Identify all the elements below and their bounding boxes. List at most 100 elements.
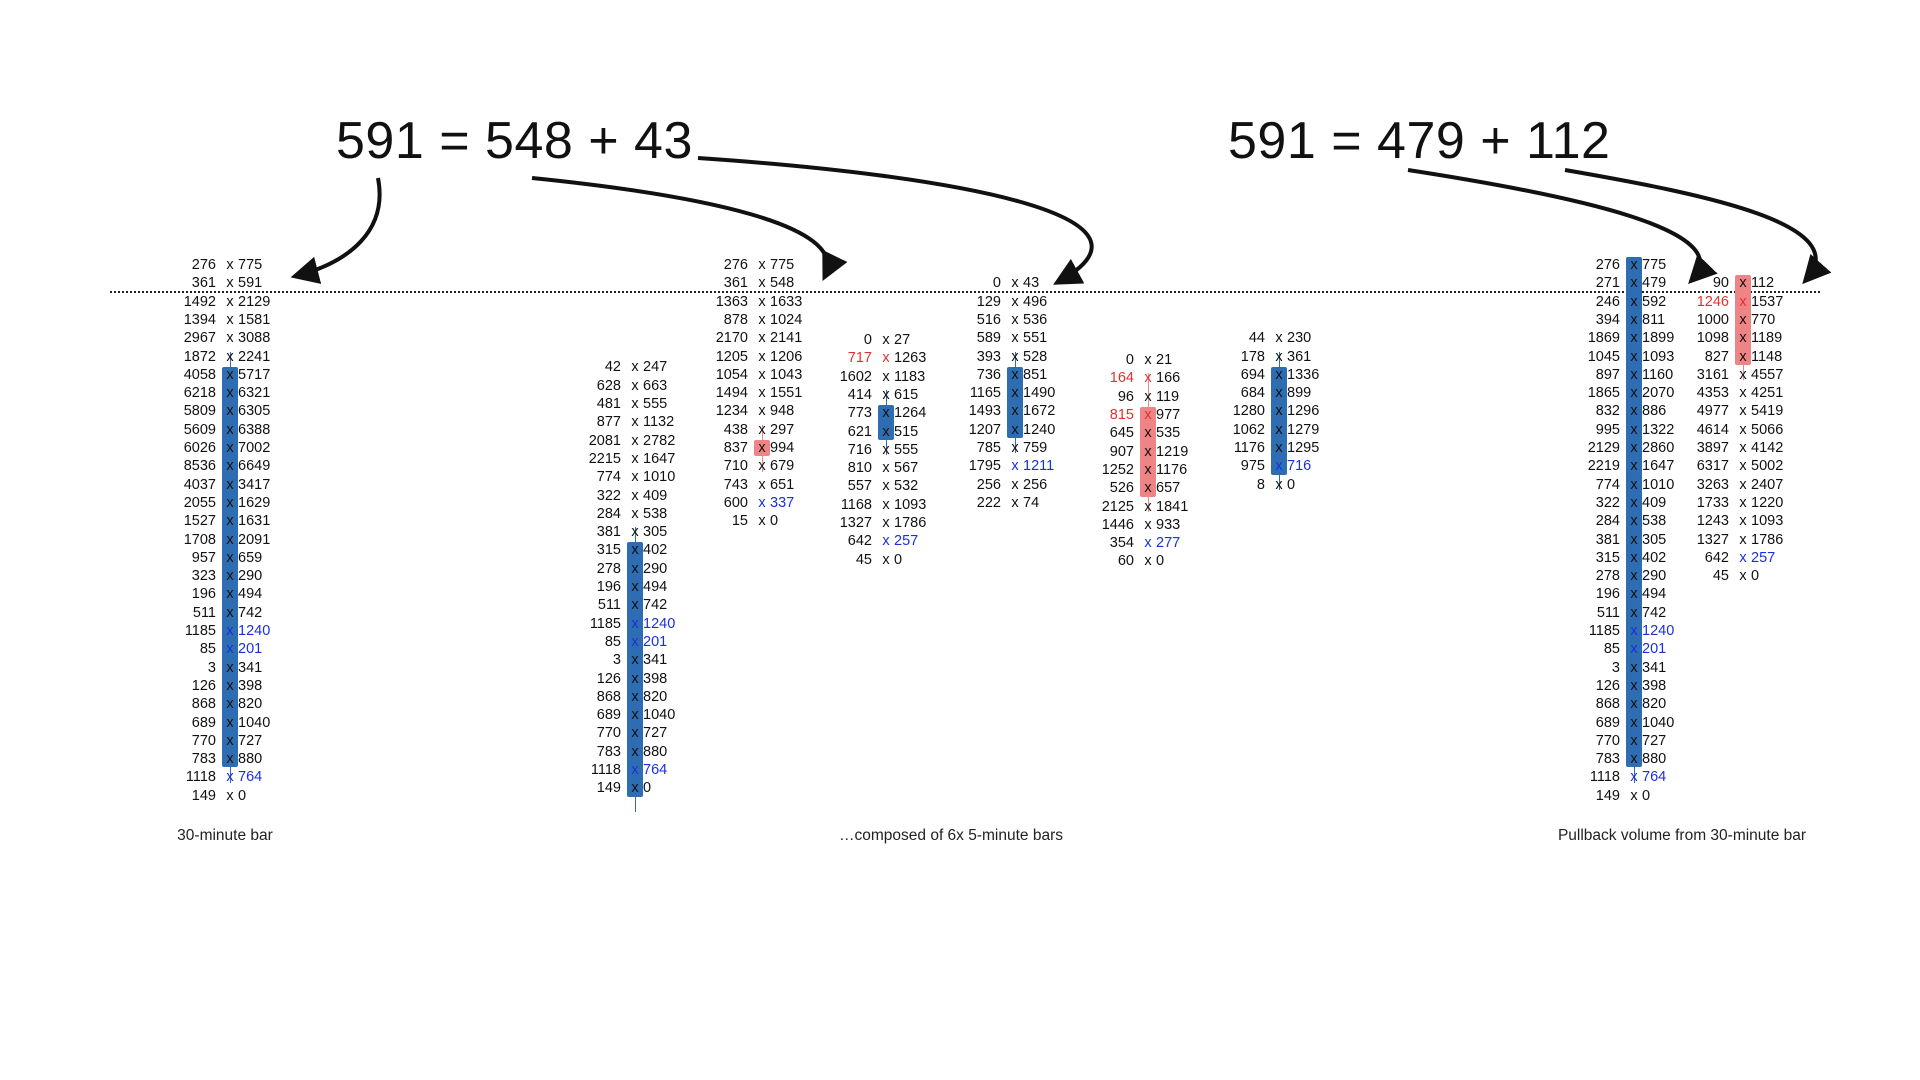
ask-volume: 21 [1156, 352, 1173, 369]
separator-x: x [758, 513, 766, 530]
price-level-row: 1869 x 1899 [1564, 329, 1704, 347]
ask-volume: 1295 [1287, 440, 1320, 456]
separator-x: x [1011, 385, 1019, 402]
bid-volume: 44 [1248, 330, 1265, 347]
price-level-row: 126 x 398 [160, 677, 300, 695]
separator-x: x [1630, 403, 1638, 420]
ask-volume: 1040 [643, 707, 676, 724]
price-level-row: 511 x 742 [565, 596, 705, 614]
bid-volume: 827 [1704, 348, 1729, 365]
price-level-row: 694 x 1336 [1209, 366, 1349, 384]
ask-volume: 112 [1751, 275, 1775, 292]
price-level-row: 85 x 201 [565, 633, 705, 651]
ask-volume: 43 [1023, 275, 1040, 292]
price-level-row: 60 x 0 [1078, 552, 1218, 570]
price-level-row: 1234 x 948 [692, 402, 832, 420]
ask-volume: 764 [1642, 769, 1667, 786]
separator-x: x [1739, 494, 1747, 511]
ask-volume: 555 [643, 396, 668, 413]
bid-volume: 1098 [1696, 330, 1729, 347]
ask-volume: 290 [643, 560, 668, 577]
price-level-row: 1176 x 1295 [1209, 439, 1349, 457]
separator-x: x [226, 568, 234, 585]
price-level-row: 1246 x 1537 [1673, 293, 1813, 311]
separator-x: x [758, 476, 766, 493]
separator-x: x [1630, 440, 1638, 456]
ask-volume: 1841 [1156, 498, 1189, 515]
bid-volume: 6218 [183, 385, 216, 402]
separator-x: x [631, 780, 639, 797]
price-level-row: 361 x 591 [160, 274, 300, 292]
ask-volume: 933 [1156, 516, 1181, 533]
bid-volume: 3263 [1696, 476, 1729, 493]
ask-volume: 994 [770, 440, 795, 456]
bid-volume: 394 [1595, 311, 1620, 328]
ask-volume: 1240 [238, 623, 271, 639]
price-level-row: 1045 x 1093 [1564, 348, 1704, 366]
price-level-row: 354 x 277 [1078, 534, 1218, 552]
separator-x: x [758, 440, 766, 456]
bid-volume: 1327 [1696, 531, 1729, 548]
price-level-row: 1185 x 1240 [160, 622, 300, 640]
bid-volume: 1708 [183, 531, 216, 548]
separator-x: x [226, 275, 234, 292]
bid-volume: 1185 [1588, 623, 1620, 639]
price-level-row: 783 x 880 [565, 743, 705, 761]
bid-volume: 271 [1595, 275, 1620, 292]
price-level-row: 1054 x 1043 [692, 366, 832, 384]
separator-x: x [1011, 293, 1019, 310]
price-level-row: 315 x 402 [1564, 549, 1704, 567]
separator-x: x [1630, 458, 1638, 475]
ask-volume: 764 [643, 762, 668, 779]
price-level-row: 868 x 820 [160, 695, 300, 713]
ask-volume: 257 [894, 533, 919, 550]
ask-volume: 2241 [238, 348, 271, 365]
separator-x: x [1630, 751, 1638, 768]
separator-x: x [226, 458, 234, 475]
separator-x: x [1630, 257, 1638, 273]
bid-volume: 774 [596, 469, 621, 486]
price-level-row: 516 x 536 [945, 311, 1085, 329]
ask-volume: 6321 [238, 385, 271, 402]
separator-x: x [1011, 403, 1019, 420]
price-level-row: 0 x 21 [1078, 351, 1218, 369]
price-level-row: 773 x 1264 [816, 404, 956, 422]
ask-volume: 1551 [770, 385, 803, 402]
price-level-row: 717 x 1263 [816, 349, 956, 367]
ask-volume: 1786 [894, 515, 927, 532]
bid-volume: 689 [191, 714, 216, 731]
separator-x: x [758, 385, 766, 402]
separator-x: x [226, 659, 234, 676]
bid-volume: 774 [1595, 476, 1620, 493]
ask-volume: 398 [238, 677, 263, 694]
bid-volume: 710 [723, 458, 748, 475]
ask-volume: 1672 [1023, 403, 1056, 420]
price-level-row: 4058 x 5717 [160, 366, 300, 384]
price-level-row: 1205 x 1206 [692, 348, 832, 366]
ask-volume: 659 [238, 549, 263, 566]
bid-volume: 276 [1595, 257, 1620, 273]
separator-x: x [1144, 425, 1152, 442]
candle-body-blue [222, 366, 238, 768]
bid-volume: 1185 [589, 615, 621, 632]
bid-volume: 196 [596, 579, 621, 596]
ask-volume: 528 [1023, 348, 1048, 365]
ask-volume: 1490 [1023, 385, 1056, 402]
separator-x: x [1630, 604, 1638, 621]
ask-volume: 1631 [238, 513, 271, 530]
ask-volume: 119 [1156, 388, 1180, 405]
bid-volume: 2170 [715, 330, 748, 347]
ask-volume: 1296 [1287, 403, 1320, 420]
ask-volume: 5419 [1751, 403, 1784, 420]
caption-5min: …composed of 6x 5-minute bars [839, 827, 1063, 844]
separator-x: x [226, 586, 234, 603]
bid-volume: 3 [207, 659, 216, 676]
ask-volume: 851 [1023, 366, 1048, 383]
separator-x: x [631, 359, 639, 376]
bid-volume: 628 [596, 377, 621, 394]
price-level-row: 196 x 494 [160, 585, 300, 603]
ask-volume: 811 [1642, 311, 1666, 328]
ask-volume: 1647 [1642, 458, 1675, 475]
price-level-row: 878 x 1024 [692, 311, 832, 329]
bid-volume: 773 [847, 405, 872, 422]
